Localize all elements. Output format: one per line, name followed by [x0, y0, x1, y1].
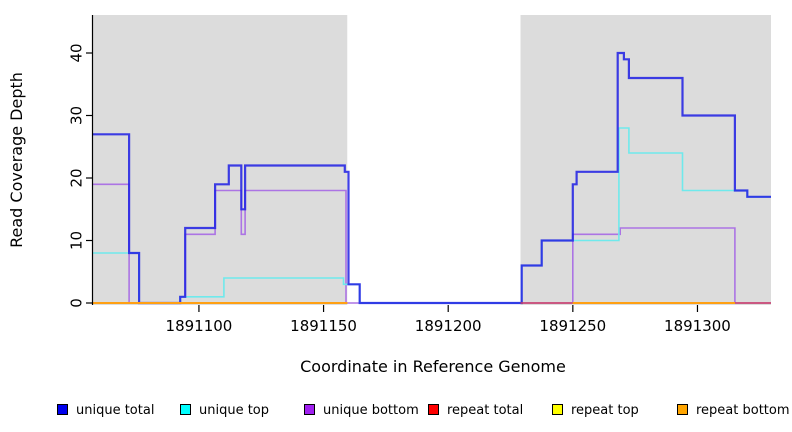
axes-group: 0 10 20 30 40 1891100 1891150 1891200 1891250 189… — [67, 15, 731, 335]
legend-item-repeat-top: repeat top — [552, 399, 639, 418]
x-tick-label: 1891150 — [290, 317, 357, 335]
legend-item-unique-total: unique total — [57, 399, 155, 418]
legend-label: repeat total — [447, 403, 524, 418]
series-unique-total — [93, 51, 771, 305]
series-lines-group — [93, 51, 771, 305]
legend-swatch-unique-total — [57, 404, 68, 415]
legend: unique total unique top unique bottom re… — [0, 399, 792, 429]
legend-swatch-repeat-bottom — [677, 404, 688, 415]
x-tick-label: 1891250 — [539, 317, 606, 335]
legend-item-repeat-total: repeat total — [428, 399, 524, 418]
repeat-region-1-shading — [93, 15, 348, 305]
legend-label: unique total — [76, 403, 155, 418]
legend-swatch-repeat-total — [428, 404, 439, 415]
x-tick-label: 1891300 — [664, 317, 731, 335]
legend-label: repeat bottom — [696, 403, 790, 418]
x-axis-label: Coordinate in Reference Genome — [300, 357, 566, 376]
legend-label: unique bottom — [323, 403, 419, 418]
y-tick-label: 20 — [67, 168, 85, 187]
shaded-regions-group — [93, 15, 771, 305]
legend-label: unique top — [199, 403, 270, 418]
legend-label: repeat top — [571, 403, 639, 418]
y-tick-label: 0 — [67, 298, 85, 308]
x-tick-label: 1891100 — [166, 317, 233, 335]
legend-swatch-unique-bottom — [304, 404, 315, 415]
legend-swatch-unique-top — [180, 404, 191, 415]
y-tick-label: 40 — [67, 43, 85, 62]
chart-canvas: 0 10 20 30 40 1891100 1891150 1891200 1891250 189… — [7, 15, 771, 376]
y-axis-label: Read Coverage Depth — [7, 72, 26, 248]
x-tick-label: 1891200 — [415, 317, 482, 335]
repeat-region-2-shading — [520, 15, 771, 305]
legend-item-unique-bottom: unique bottom — [304, 399, 419, 418]
legend-swatch-repeat-top — [552, 404, 563, 415]
y-tick-label: 30 — [67, 106, 85, 125]
legend-item-unique-top: unique top — [180, 399, 270, 418]
legend-item-repeat-bottom: repeat bottom — [677, 399, 790, 418]
y-tick-label: 10 — [67, 231, 85, 250]
